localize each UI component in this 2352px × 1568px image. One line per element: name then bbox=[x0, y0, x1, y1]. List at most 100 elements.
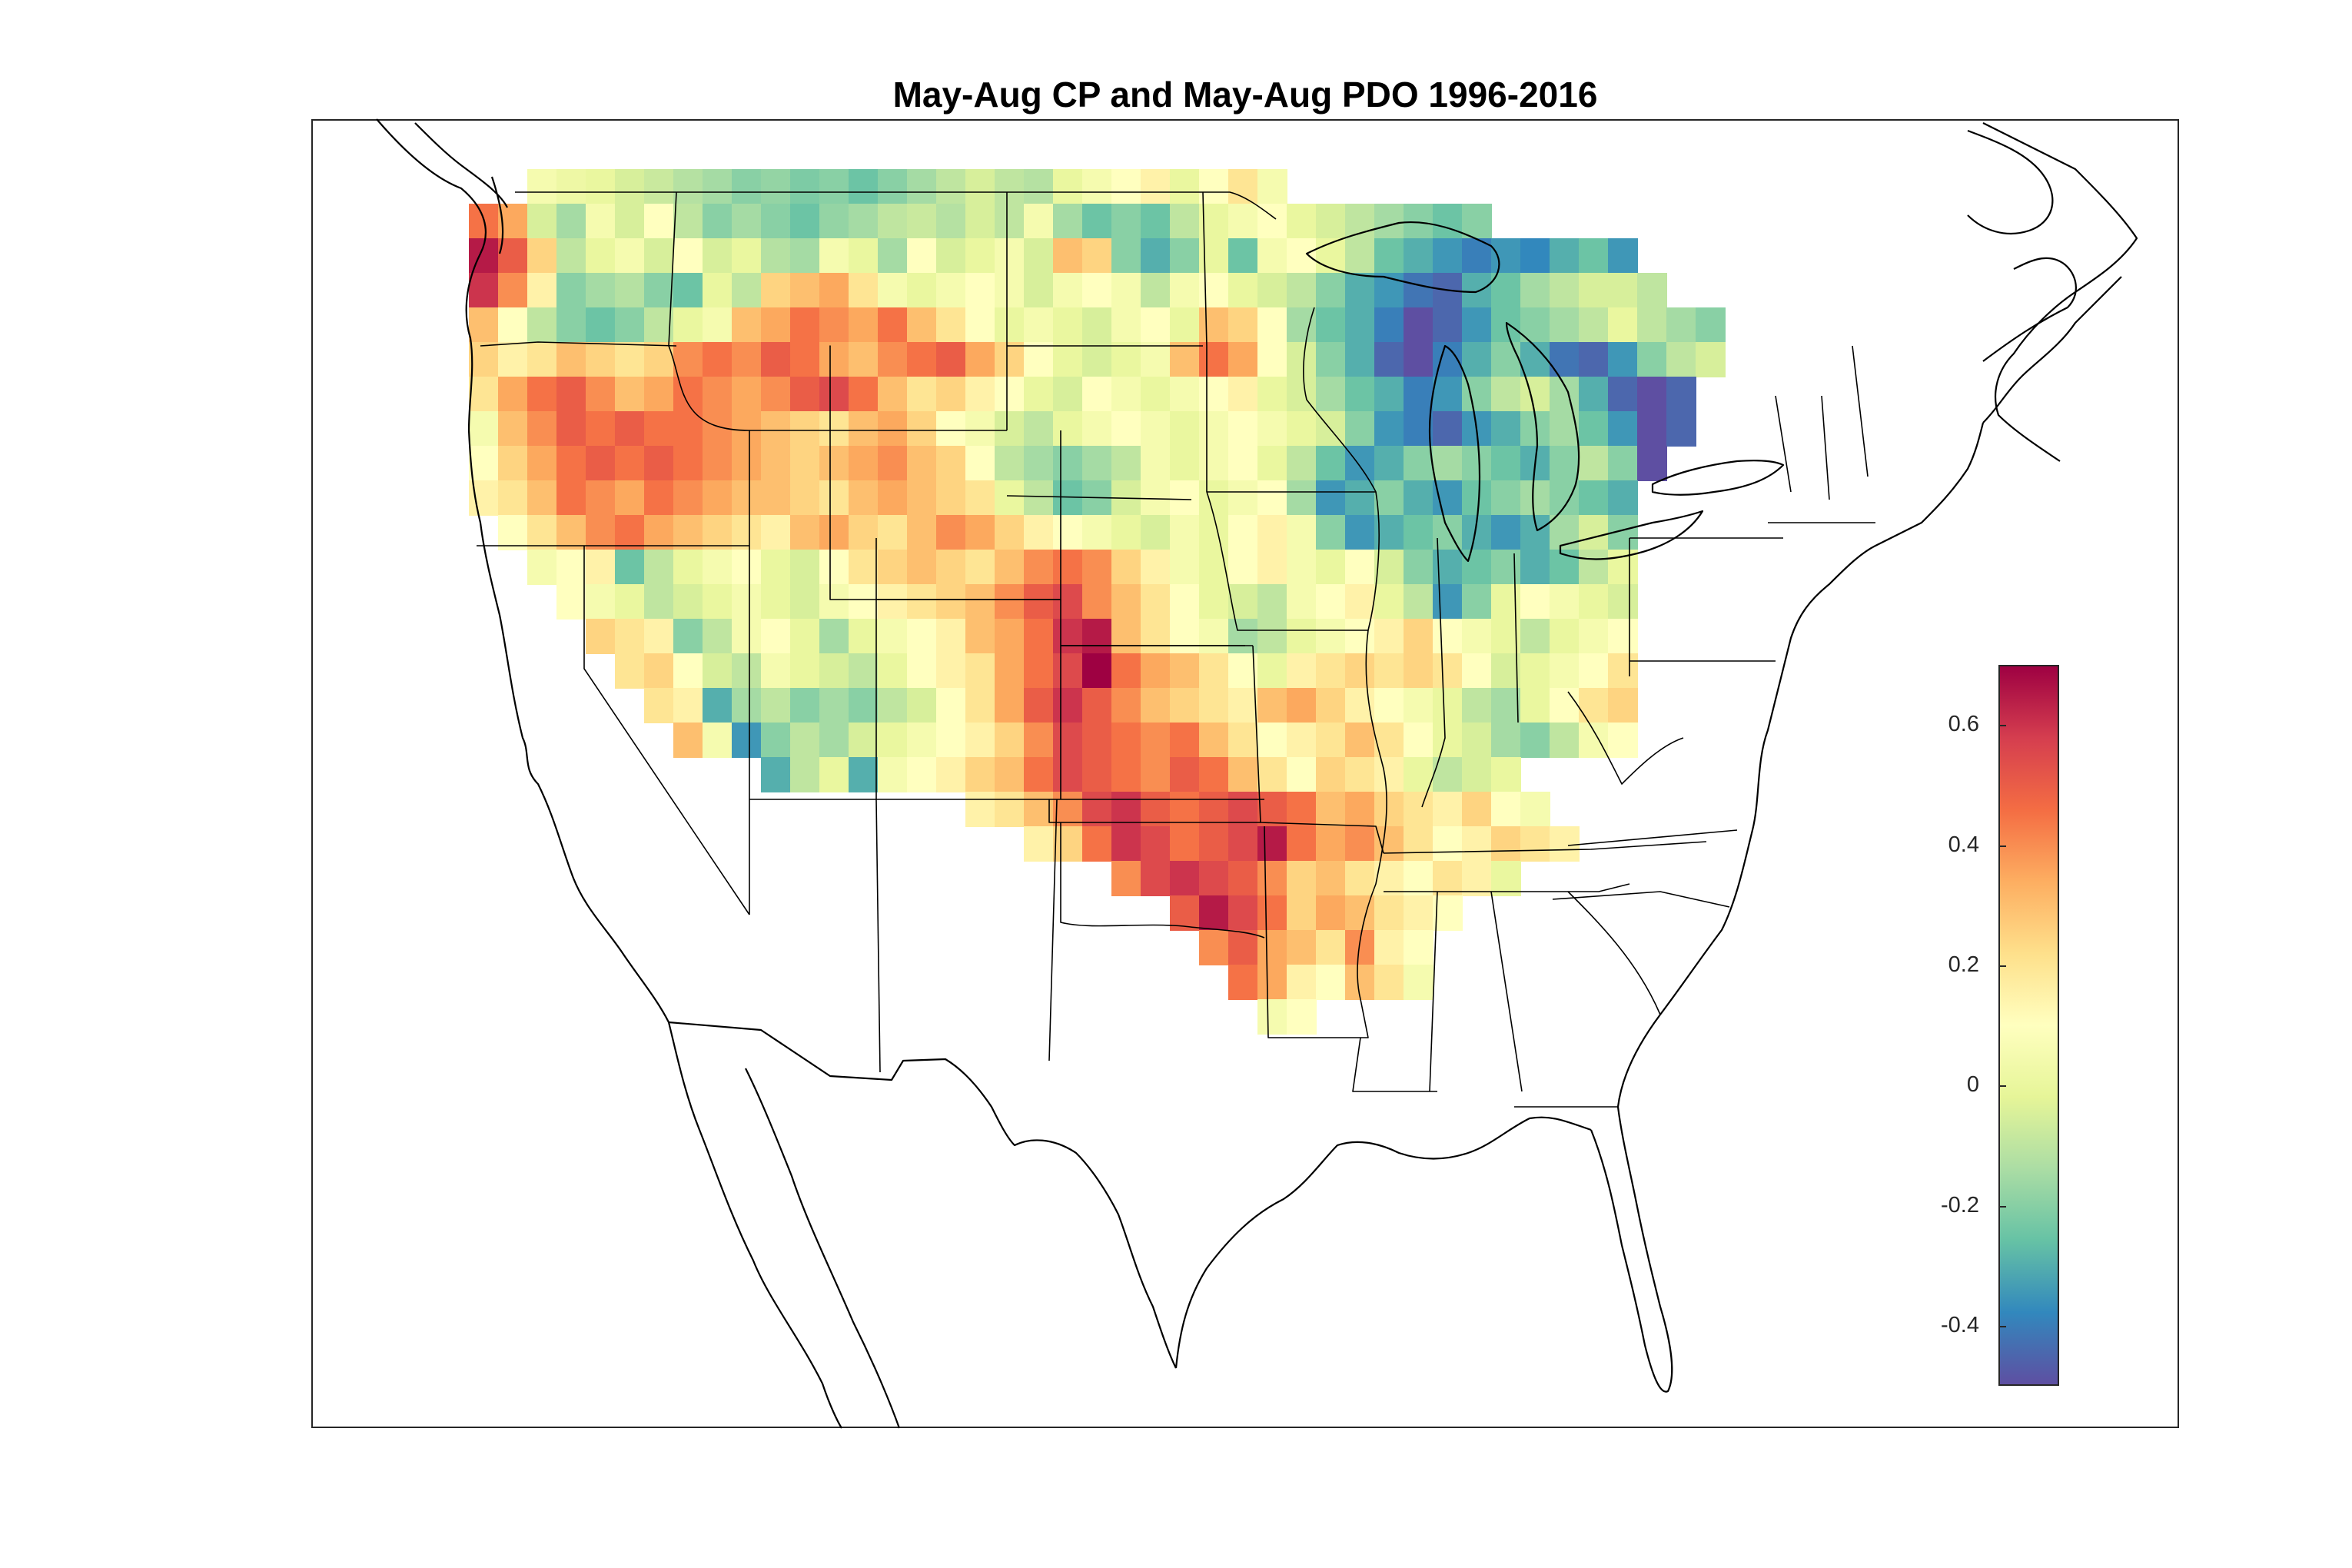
grid-cell bbox=[1491, 723, 1521, 758]
grid-cell bbox=[761, 584, 791, 620]
grid-cell bbox=[1082, 377, 1112, 412]
grid-cell bbox=[849, 307, 879, 343]
grid-cell bbox=[1345, 515, 1375, 550]
grid-cell bbox=[1170, 169, 1200, 204]
grid-cell bbox=[1257, 999, 1287, 1035]
grid-cell bbox=[1141, 619, 1171, 654]
grid-cell bbox=[965, 550, 995, 585]
grid-cell bbox=[1111, 342, 1141, 377]
border-montana-south bbox=[749, 345, 1007, 431]
grid-cell bbox=[732, 653, 762, 689]
grid-cell bbox=[586, 238, 616, 274]
grid-cell bbox=[1637, 273, 1667, 308]
grid-cell bbox=[1316, 446, 1346, 481]
grid-cell bbox=[1199, 169, 1229, 204]
grid-cell bbox=[995, 480, 1025, 516]
grid-cell bbox=[1082, 169, 1112, 204]
grid-cell bbox=[1637, 446, 1667, 481]
grid-cell bbox=[673, 550, 703, 585]
grid-cell bbox=[849, 411, 879, 447]
grid-cell bbox=[1287, 757, 1317, 792]
grid-cell bbox=[673, 169, 703, 204]
grid-cell bbox=[1111, 446, 1141, 481]
grid-cell bbox=[1345, 238, 1375, 274]
grid-cell bbox=[1374, 965, 1404, 1000]
grid-cell bbox=[644, 446, 674, 481]
grid-cell bbox=[995, 757, 1025, 792]
grid-cell bbox=[615, 342, 645, 377]
grid-cell bbox=[995, 653, 1025, 689]
grid-cell bbox=[703, 688, 733, 723]
grid-cell bbox=[1170, 861, 1200, 896]
grid-cell bbox=[878, 688, 908, 723]
grid-cell bbox=[498, 480, 528, 516]
grid-cell bbox=[1550, 826, 1580, 862]
grid-cell bbox=[761, 238, 791, 274]
grid-cell bbox=[1462, 861, 1492, 896]
border-al-ga bbox=[1490, 891, 1523, 1092]
grid-cell bbox=[761, 757, 791, 792]
grid-cell bbox=[907, 515, 937, 550]
grid-cell bbox=[819, 550, 849, 585]
grid-cell bbox=[1374, 584, 1404, 620]
grid-cell bbox=[1374, 619, 1404, 654]
grid-cell bbox=[1141, 550, 1171, 585]
grid-cell bbox=[1199, 826, 1229, 862]
grid-cell bbox=[586, 515, 616, 550]
grid-cell bbox=[1404, 965, 1433, 1000]
grid-cell bbox=[1316, 480, 1346, 516]
grid-cell bbox=[936, 723, 966, 758]
grid-cell bbox=[527, 238, 557, 274]
grid-cell bbox=[995, 307, 1025, 343]
grid-cell bbox=[1053, 307, 1083, 343]
grid-cell bbox=[1053, 688, 1083, 723]
grid-cell bbox=[936, 342, 966, 377]
grid-cell bbox=[673, 238, 703, 274]
grid-cell bbox=[556, 550, 586, 585]
gulf-coastline bbox=[1174, 1116, 1592, 1369]
grid-cell bbox=[703, 204, 733, 239]
grid-cell bbox=[790, 619, 820, 654]
grid-cell bbox=[1316, 653, 1346, 689]
grid-cell bbox=[586, 342, 616, 377]
grid-cell bbox=[965, 273, 995, 308]
grid-cell bbox=[1433, 653, 1463, 689]
grid-cell bbox=[1579, 238, 1609, 274]
grid-cell bbox=[1491, 550, 1521, 585]
grid-cell bbox=[1170, 204, 1200, 239]
grid-cell bbox=[556, 515, 586, 550]
grid-cell bbox=[849, 377, 879, 412]
grid-cell bbox=[1404, 619, 1433, 654]
grid-cell bbox=[556, 377, 586, 412]
grid-cell bbox=[1111, 619, 1141, 654]
grid-cell bbox=[556, 584, 586, 620]
grid-cell bbox=[673, 515, 703, 550]
grid-cell bbox=[1170, 895, 1200, 931]
grid-cell bbox=[761, 515, 791, 550]
grid-cell bbox=[1404, 307, 1433, 343]
grid-cell bbox=[1491, 273, 1521, 308]
grid-cell bbox=[1287, 515, 1317, 550]
grid-cell bbox=[1287, 965, 1317, 1000]
grid-cell bbox=[703, 377, 733, 412]
grid-cell bbox=[849, 688, 879, 723]
grid-cell bbox=[1082, 550, 1112, 585]
grid-cell bbox=[849, 653, 879, 689]
grid-cell bbox=[1170, 688, 1200, 723]
grid-cell bbox=[527, 515, 557, 550]
grid-cell bbox=[1257, 550, 1287, 585]
grid-cell bbox=[1462, 446, 1492, 481]
grid-cell bbox=[1228, 965, 1258, 1000]
grid-cell bbox=[995, 446, 1025, 481]
grid-cell bbox=[1316, 792, 1346, 827]
grid-cell bbox=[1462, 273, 1492, 308]
grid-cell bbox=[1520, 550, 1550, 585]
grid-cell bbox=[995, 515, 1025, 550]
grid-cell bbox=[907, 480, 937, 516]
grid-cell bbox=[1024, 480, 1054, 516]
grid-cell bbox=[1024, 238, 1054, 274]
grid-cell bbox=[965, 792, 995, 827]
colorbar-tick-label: -0.4 bbox=[1941, 1312, 1979, 1337]
grid-cell bbox=[1082, 515, 1112, 550]
grid-cell bbox=[732, 238, 762, 274]
